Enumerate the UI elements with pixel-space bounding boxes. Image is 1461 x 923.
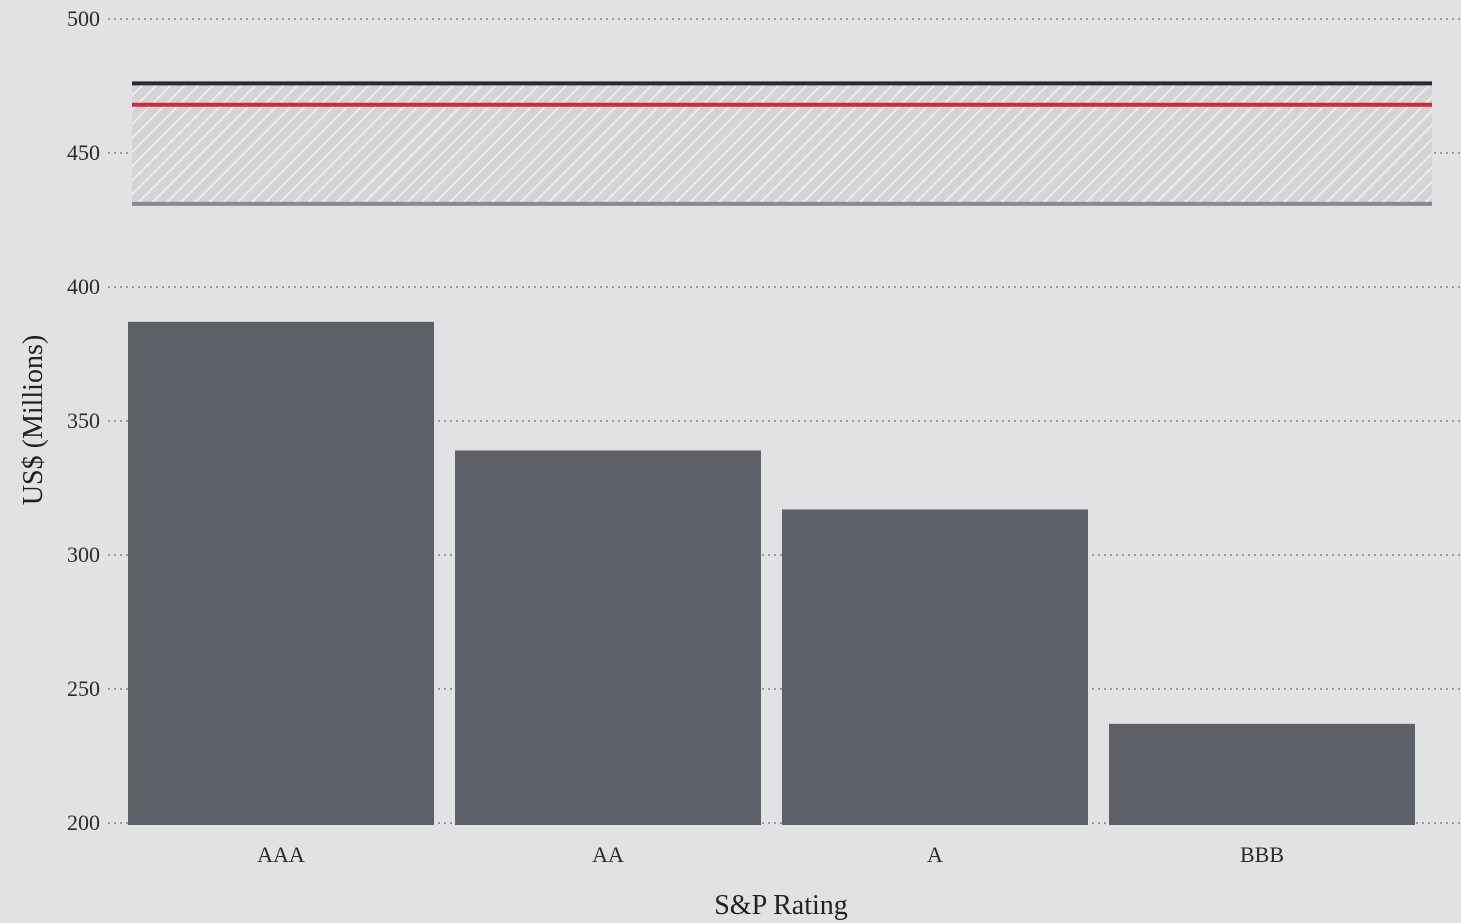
x-tick-label: A: [927, 842, 943, 867]
x-tick-label: AAA: [257, 842, 305, 867]
bar-a: [782, 509, 1088, 825]
x-tick-label: AA: [592, 842, 624, 867]
y-tick-label: 450: [67, 140, 100, 165]
x-axis-title: S&P Rating: [714, 890, 848, 921]
reference-band: [132, 81, 1432, 206]
y-axis-title: US$ (Millions): [18, 335, 49, 505]
x-axis-ticks: AAA AA A BBB: [257, 842, 1284, 867]
y-tick-label: 200: [67, 810, 100, 835]
reference-band-fill: [132, 83, 1432, 204]
bar-aaa: [128, 321, 434, 825]
bar-bbb: [1109, 723, 1415, 825]
y-axis-ticks: 200 250 300 350 400 450 500: [67, 6, 100, 835]
y-tick-label: 400: [67, 274, 100, 299]
y-tick-label: 350: [67, 408, 100, 433]
bar-aa: [455, 450, 761, 825]
y-tick-label: 300: [67, 542, 100, 567]
y-tick-label: 250: [67, 676, 100, 701]
x-tick-label: BBB: [1240, 842, 1284, 867]
y-tick-label: 500: [67, 6, 100, 31]
bars: [128, 321, 1415, 825]
